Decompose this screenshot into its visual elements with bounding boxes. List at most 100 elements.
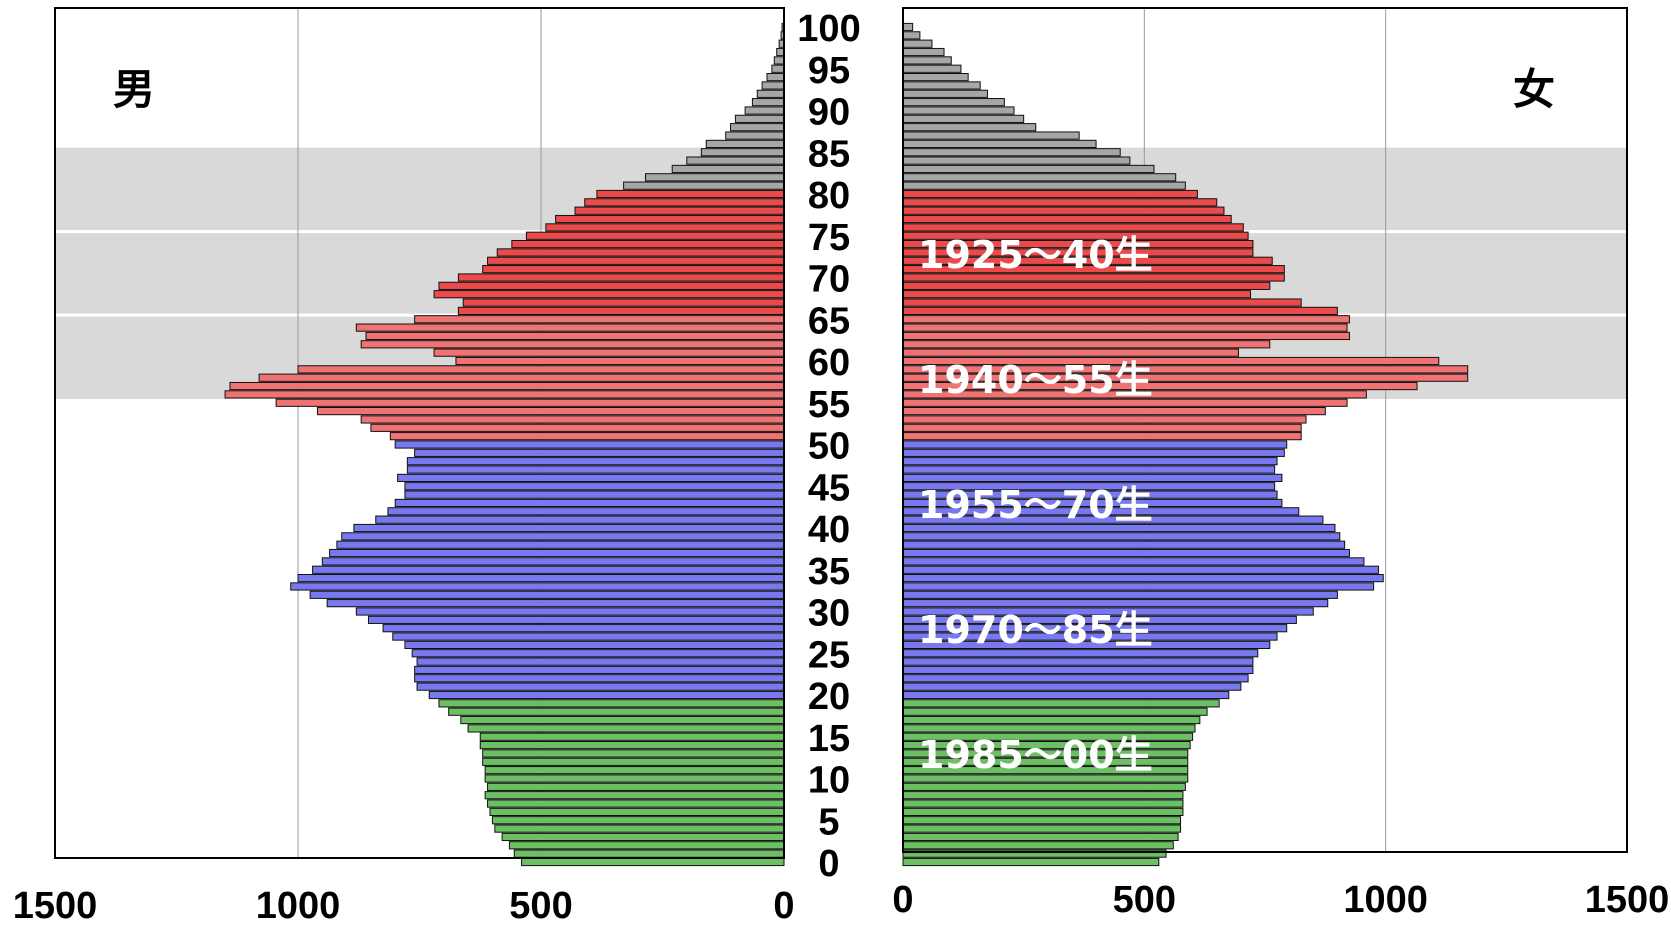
female-bar-age-51 [902, 432, 1302, 441]
male-bar-age-38 [336, 540, 785, 549]
male-bar-age-77 [555, 214, 785, 224]
male-bar-age-3 [501, 832, 785, 842]
female-bar-age-87 [902, 131, 1080, 140]
female-bar-age-99 [902, 31, 921, 40]
female-bar-age-69 [902, 281, 1271, 290]
male-bar-age-17 [460, 715, 785, 725]
female-bar-age-5 [902, 816, 1182, 825]
male-bar-age-89 [734, 114, 785, 123]
male-bar-age-40 [353, 523, 785, 533]
male-bar-age-37 [329, 548, 785, 558]
male-bar-age-64 [355, 323, 785, 332]
age-tick-label-90: 90 [808, 92, 850, 134]
male-bar-age-49 [414, 448, 785, 457]
male-bar-age-44 [404, 490, 785, 499]
male-x-tick-label-1: 1000 [256, 885, 341, 927]
male-bar-age-57 [229, 381, 785, 391]
male-bar-age-4 [494, 824, 785, 833]
age-tick-label-25: 25 [808, 634, 850, 676]
age-tick-label-10: 10 [808, 760, 850, 802]
male-bar-age-95 [771, 64, 785, 73]
female-bar-age-50 [902, 440, 1288, 449]
female-x-tick-label-3: 1500 [1585, 879, 1670, 921]
male-bar-age-91 [751, 98, 785, 107]
female-bars [902, 22, 1469, 867]
female-bar-age-79 [902, 198, 1218, 207]
female-bar-age-8 [902, 791, 1184, 800]
female-bar-age-88 [902, 123, 1037, 132]
age-tick-label-0: 0 [818, 843, 839, 885]
male-bar-age-43 [394, 498, 785, 508]
male-bar-age-62 [360, 340, 785, 349]
female-bar-age-96 [902, 56, 952, 65]
male-bar-age-61 [433, 348, 785, 357]
female-bar-age-2 [902, 841, 1174, 850]
male-bar-age-30 [355, 607, 785, 616]
x-axis-labels: 1500 1000 500 0 0 500 1000 1500 [13, 879, 1670, 927]
cohort-label-1940-55: 1940～55生 [918, 358, 1153, 402]
female-bar-age-9 [902, 782, 1186, 791]
male-bar-age-69 [438, 281, 785, 290]
age-tick-label-55: 55 [808, 384, 850, 426]
female-bar-age-86 [902, 139, 1097, 149]
female-x-tick-label-0: 0 [892, 879, 913, 921]
male-bar-age-7 [487, 799, 785, 808]
male-bar-age-76 [545, 223, 785, 232]
female-panel-label: 女 [1513, 65, 1555, 114]
male-bar-age-75 [525, 231, 785, 240]
male-bar-age-56 [224, 390, 785, 399]
male-bar-age-18 [448, 707, 785, 716]
male-bar-age-48 [406, 457, 785, 466]
male-bar-age-36 [321, 557, 785, 566]
age-tick-label-50: 50 [808, 426, 850, 468]
female-bar-age-17 [902, 715, 1201, 725]
male-bar-age-10 [484, 774, 785, 783]
female-bar-age-83 [902, 164, 1155, 174]
female-bar-age-33 [902, 582, 1375, 591]
female-bar-age-31 [902, 599, 1329, 608]
female-bar-age-94 [902, 73, 969, 82]
female-bar-age-36 [902, 557, 1365, 566]
female-bar-age-38 [902, 540, 1346, 549]
male-bar-age-96 [773, 56, 785, 65]
female-bar-age-77 [902, 214, 1232, 224]
female-bar-age-65 [902, 315, 1350, 324]
female-bar-age-19 [902, 699, 1220, 708]
age-tick-label-60: 60 [808, 342, 850, 384]
male-bar-age-42 [387, 507, 785, 516]
male-bar-age-31 [326, 599, 785, 608]
female-bar-age-18 [902, 707, 1208, 716]
female-x-tick-label-2: 1000 [1343, 879, 1428, 921]
male-bar-age-54 [316, 407, 785, 416]
male-bar-age-35 [312, 565, 785, 574]
panel-frames [54, 7, 1628, 859]
female-bar-age-95 [902, 64, 962, 73]
female-bar-age-85 [902, 148, 1121, 157]
male-bar-age-85 [700, 148, 785, 157]
male-bar-age-0 [521, 857, 785, 867]
male-x-tick-label-0: 1500 [13, 885, 98, 927]
male-bar-age-47 [406, 465, 785, 474]
male-bar-age-19 [438, 699, 785, 708]
cohort-label-1970-85: 1970～85生 [918, 608, 1153, 652]
female-bar-age-53 [902, 415, 1307, 424]
female-bar-age-54 [902, 407, 1326, 416]
female-bar-age-32 [902, 590, 1338, 599]
female-bar-age-48 [902, 457, 1278, 466]
male-bar-age-94 [766, 73, 785, 82]
male-bar-age-79 [584, 198, 785, 207]
male-bar-age-9 [487, 782, 785, 791]
female-x-tick-label-1: 500 [1113, 879, 1176, 921]
male-bar-age-28 [382, 624, 785, 633]
female-bar-age-20 [902, 690, 1230, 700]
male-bar-age-66 [457, 306, 785, 315]
male-bar-age-82 [644, 173, 785, 182]
male-x-tick-label-3: 0 [773, 885, 794, 927]
male-bar-age-78 [574, 206, 785, 215]
female-bar-age-91 [902, 98, 1005, 107]
female-bar-age-6 [902, 807, 1184, 816]
female-bar-age-21 [902, 682, 1242, 691]
female-bar-age-37 [902, 548, 1350, 558]
male-bar-age-68 [433, 290, 785, 299]
